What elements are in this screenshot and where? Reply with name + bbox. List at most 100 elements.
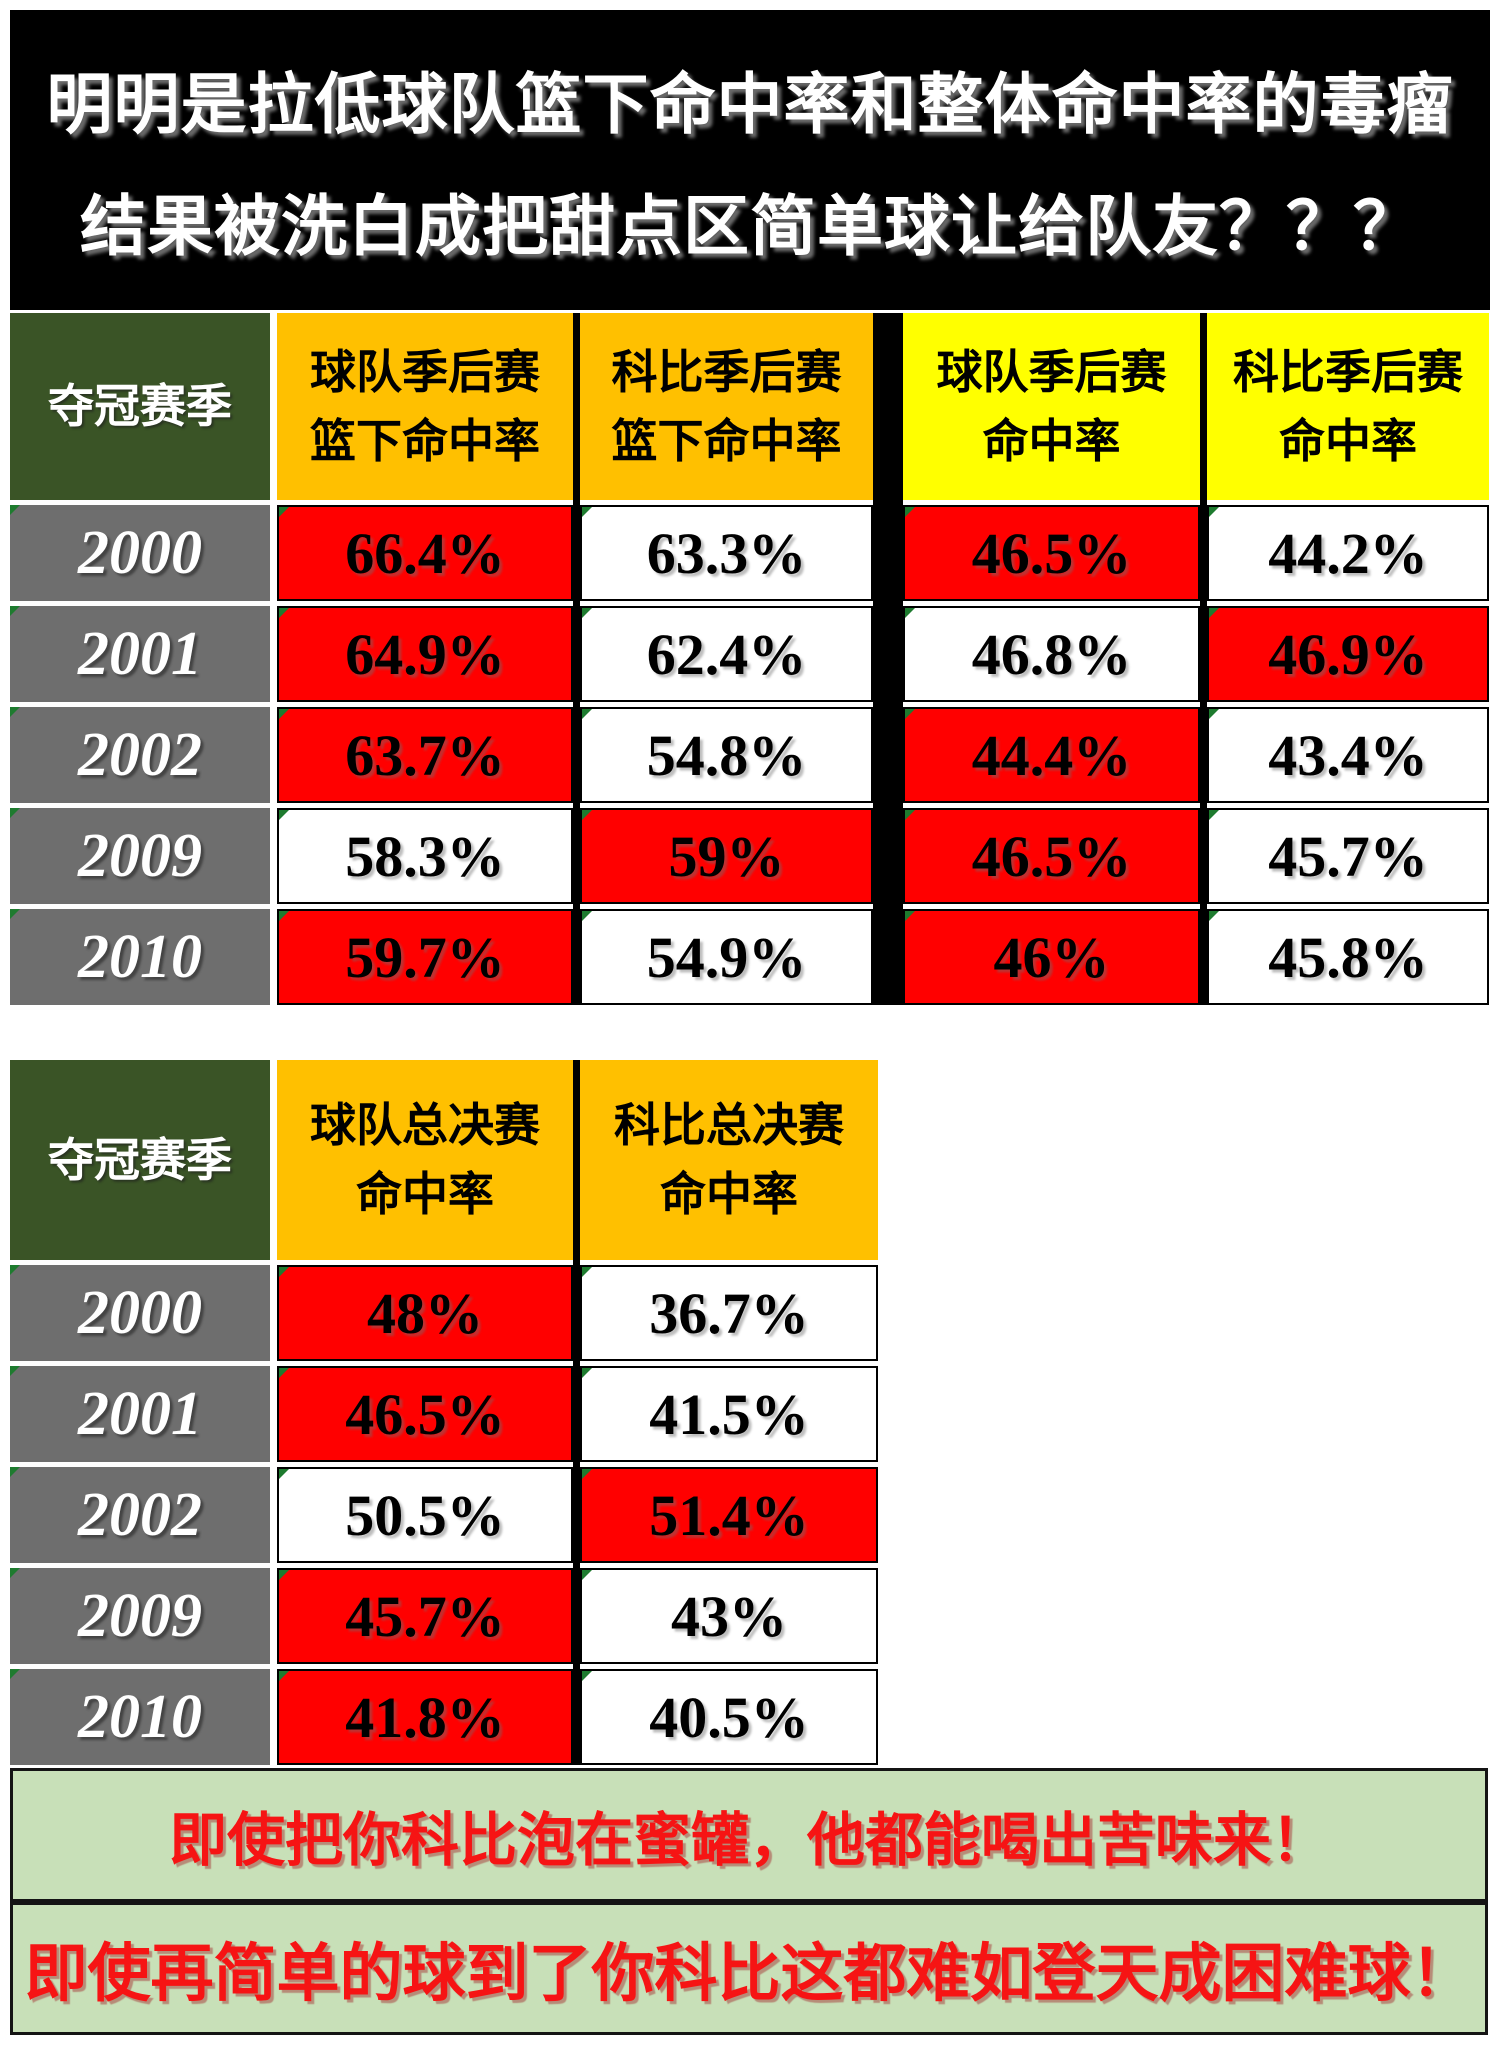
value-label: 46% [993, 924, 1110, 990]
value-cell: 48% [277, 1265, 573, 1361]
header-line: 科比季后赛 [1233, 345, 1463, 398]
excel-flag-icon [279, 911, 289, 921]
excel-flag-icon [905, 709, 915, 719]
excel-flag-icon [279, 810, 289, 820]
excel-flag-icon [582, 1368, 592, 1378]
value-cell: 44.2% [1207, 505, 1489, 601]
excel-flag-icon [10, 1467, 20, 1477]
excel-flag-icon [1209, 608, 1219, 618]
value-cell: 46% [903, 909, 1200, 1005]
value-cell: 64.9% [277, 606, 573, 702]
excel-flag-icon [279, 1469, 289, 1479]
column-header-kobe-fg: 科比季后赛 命中率 [1207, 313, 1489, 500]
value-label: 54.9% [646, 924, 807, 990]
banner-bottom: 即使再简单的球到了你科比这都难如登天成困难球！ [10, 1902, 1488, 2035]
value-label: 46.5% [345, 1381, 505, 1447]
table-row: 2002 50.5% 51.4% [10, 1467, 1492, 1563]
table-row: 2001 64.9% 62.4% 46.8% 46.9% [10, 606, 1492, 702]
year-cell: 2001 [10, 606, 270, 702]
year-label: 2001 [78, 619, 202, 688]
value-label: 63.3% [646, 520, 807, 586]
excel-flag-icon [582, 810, 592, 820]
value-label: 43.4% [1268, 722, 1428, 788]
excel-flag-icon [10, 1568, 20, 1578]
table-row: 2010 59.7% 54.9% 46% 45.8% [10, 909, 1492, 1005]
column-header-kobe-finals: 科比总决赛 命中率 [580, 1060, 878, 1260]
playoff-table: 夺冠赛季 球队季后赛 篮下命中率 科比季后赛 篮下命中率 球队季后赛 命中率 科… [10, 313, 1492, 1005]
excel-flag-icon [279, 608, 289, 618]
excel-flag-icon [905, 911, 915, 921]
value-label: 41.8% [345, 1684, 505, 1750]
value-cell: 46.5% [277, 1366, 573, 1462]
header-line: 球队季后赛 [936, 345, 1167, 398]
title-line-1: 明明是拉低球队篮下命中率和整体命中率的毒瘤 [46, 67, 1454, 141]
year-cell: 2000 [10, 505, 270, 601]
header-row: 夺冠赛季 球队总决赛 命中率 科比总决赛 命中率 [10, 1060, 1492, 1260]
year-label: 2000 [78, 518, 202, 587]
excel-flag-icon [10, 505, 20, 515]
value-cell: 44.4% [903, 707, 1200, 803]
excel-flag-icon [279, 1671, 289, 1681]
corner-header-label: 夺冠赛季 [48, 380, 232, 432]
value-cell: 51.4% [580, 1467, 878, 1563]
header-row: 夺冠赛季 球队季后赛 篮下命中率 科比季后赛 篮下命中率 球队季后赛 命中率 科… [10, 313, 1492, 500]
value-label: 43% [671, 1583, 787, 1649]
column-header-team-finals: 球队总决赛 命中率 [277, 1060, 573, 1260]
excel-flag-icon [10, 1265, 20, 1275]
value-cell: 45.7% [277, 1568, 573, 1664]
value-label: 44.4% [971, 722, 1132, 788]
excel-flag-icon [10, 1366, 20, 1376]
value-label: 46.8% [971, 621, 1132, 687]
excel-flag-icon [10, 808, 20, 818]
value-cell: 63.3% [580, 505, 873, 601]
year-cell: 2002 [10, 707, 270, 803]
column-header-kobe-rim: 科比季后赛 篮下命中率 [580, 313, 873, 500]
excel-flag-icon [279, 709, 289, 719]
value-label: 36.7% [649, 1280, 809, 1346]
year-cell: 2010 [10, 1669, 270, 1765]
excel-flag-icon [1209, 810, 1219, 820]
value-label: 46.5% [971, 520, 1132, 586]
value-label: 45.7% [1268, 823, 1428, 889]
title-line-2: 结果被洗白成把甜点区简单球让给队友？？？ [80, 189, 1420, 263]
value-label: 45.8% [1268, 924, 1428, 990]
excel-flag-icon [1209, 911, 1219, 921]
corner-header: 夺冠赛季 [10, 313, 270, 500]
header-line: 篮下命中率 [611, 414, 842, 467]
column-header-team-rim: 球队季后赛 篮下命中率 [277, 313, 573, 500]
header-line: 球队总决赛 [310, 1099, 540, 1151]
excel-flag-icon [1209, 709, 1219, 719]
excel-flag-icon [582, 608, 592, 618]
value-cell: 59.7% [277, 909, 573, 1005]
vertical-divider-strip [873, 313, 903, 1005]
value-label: 48% [367, 1280, 483, 1346]
value-cell: 40.5% [580, 1669, 878, 1765]
excel-flag-icon [582, 1267, 592, 1277]
excel-flag-icon [10, 707, 20, 717]
vertical-divider [1200, 313, 1207, 1005]
value-label: 62.4% [646, 621, 807, 687]
value-cell: 46.5% [903, 808, 1200, 904]
value-cell: 54.9% [580, 909, 873, 1005]
value-cell: 62.4% [580, 606, 873, 702]
table-row: 2002 63.7% 54.8% 44.4% 43.4% [10, 707, 1492, 803]
excel-flag-icon [582, 1671, 592, 1681]
value-cell: 66.4% [277, 505, 573, 601]
header-line: 篮下命中率 [310, 414, 540, 467]
excel-flag-icon [582, 911, 592, 921]
value-label: 64.9% [345, 621, 505, 687]
value-label: 45.7% [345, 1583, 505, 1649]
excel-flag-icon [582, 1469, 592, 1479]
year-label: 2010 [78, 922, 202, 991]
value-cell: 46.8% [903, 606, 1200, 702]
value-cell: 54.8% [580, 707, 873, 803]
table-row: 2000 66.4% 63.3% 46.5% 44.2% [10, 505, 1492, 601]
vertical-divider [573, 1060, 580, 1765]
value-label: 46.9% [1268, 621, 1428, 687]
year-cell: 2002 [10, 1467, 270, 1563]
value-cell: 46.5% [903, 505, 1200, 601]
value-cell: 41.8% [277, 1669, 573, 1765]
excel-flag-icon [582, 1570, 592, 1580]
value-cell: 50.5% [277, 1467, 573, 1563]
